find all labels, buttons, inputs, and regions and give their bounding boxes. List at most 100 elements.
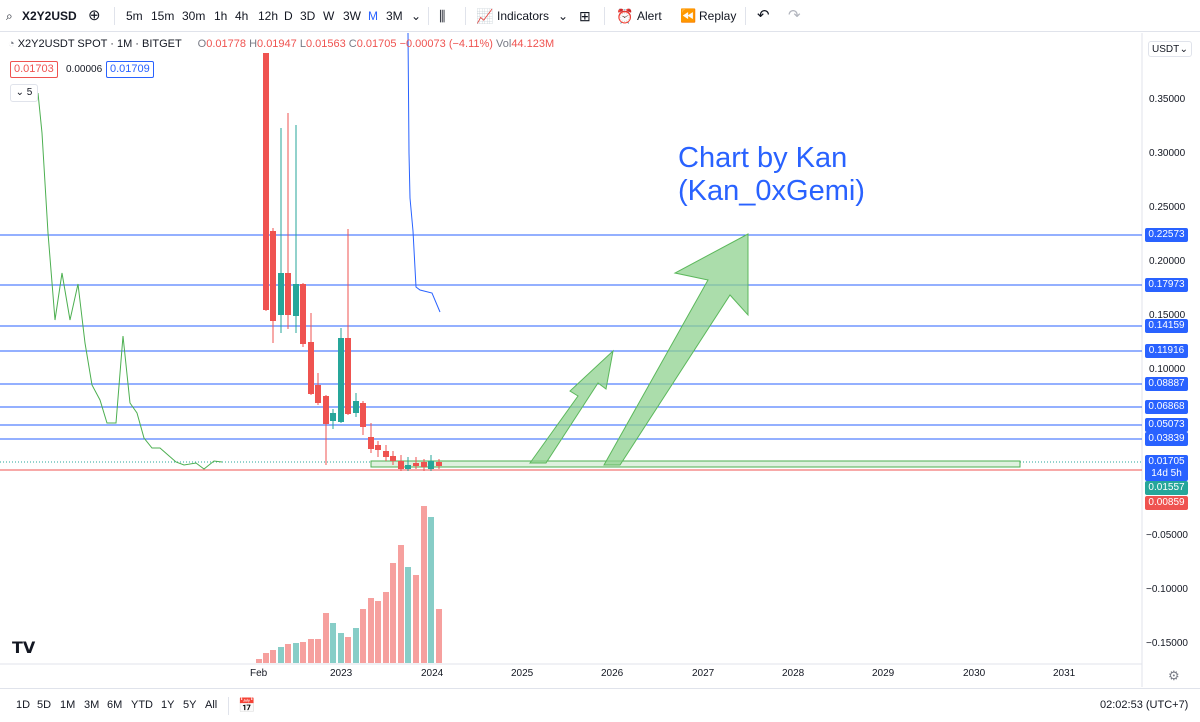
chevron-down-icon[interactable]: ⌄ [411, 9, 422, 23]
close-value: 0.01705 [356, 38, 397, 50]
big-arrow [603, 233, 749, 466]
level-price-tag: 0.06868 [1145, 400, 1188, 414]
sell-price-box[interactable]: 0.01703 [10, 61, 58, 78]
candle [436, 462, 442, 466]
volume-bar [345, 637, 351, 663]
low-label: L [299, 38, 306, 50]
interval-w[interactable]: W [323, 9, 335, 23]
level-price-tag: 0.03839 [1145, 432, 1188, 446]
replay-icon[interactable]: ⏪ [680, 8, 697, 23]
replay-button[interactable]: Replay [699, 9, 737, 23]
redo-icon[interactable]: ↷ [788, 7, 801, 24]
range-5d[interactable]: 5D [37, 699, 52, 711]
volume-bar [256, 659, 262, 663]
high-label: H [249, 38, 258, 50]
candle [270, 231, 276, 321]
clock-timezone[interactable]: 02:02:53 (UTC+7) [1100, 699, 1189, 711]
candle [353, 401, 359, 413]
high-value: 0.01947 [257, 38, 297, 50]
interval-3w[interactable]: 3W [343, 9, 361, 23]
price-tick: 0.20000 [1149, 256, 1186, 267]
time-tick: 2028 [782, 668, 805, 679]
chevron-down-icon[interactable]: ⌄ [558, 9, 569, 23]
range-6m[interactable]: 6M [107, 699, 123, 711]
bar-countdown: 14d 5h [1151, 468, 1182, 479]
interval-5m[interactable]: 5m [126, 9, 143, 23]
interval-3d[interactable]: 3D [300, 9, 316, 23]
symbol-search[interactable]: X2Y2USD [22, 9, 77, 23]
range-3m[interactable]: 3M [84, 699, 100, 711]
divider [228, 697, 229, 715]
alert-icon[interactable]: ⏰ [616, 8, 634, 24]
interval-30m[interactable]: 30m [182, 9, 206, 23]
chart-canvas[interactable] [0, 33, 1200, 687]
indicators-icon[interactable]: 📈 [476, 8, 494, 24]
search-icon[interactable]: ⌕ [6, 9, 13, 23]
currency-selector[interactable]: USDT ⌄ [1148, 41, 1192, 57]
candle [421, 462, 427, 467]
candle [338, 338, 344, 422]
goto-date-icon[interactable]: 📅 [238, 697, 256, 713]
divider [465, 7, 466, 25]
candle [315, 385, 321, 403]
interval-15m[interactable]: 15m [151, 9, 175, 23]
compare-add-icon[interactable]: ⊕ [88, 7, 101, 24]
interval-12h[interactable]: 12h [258, 9, 279, 23]
range-1y[interactable]: 1Y [161, 699, 175, 711]
interval-4h[interactable]: 4h [235, 9, 249, 23]
time-tick: 2026 [601, 668, 624, 679]
range-ytd[interactable]: YTD [131, 699, 153, 711]
undo-icon[interactable]: ↶ [757, 7, 770, 24]
indicators-collapse-button[interactable]: ⌄ 5 [10, 84, 38, 102]
price-tick: 0.30000 [1149, 148, 1186, 159]
volume-bar [421, 506, 427, 663]
time-tick: 2031 [1053, 668, 1076, 679]
candle [278, 273, 284, 315]
candle [383, 451, 389, 457]
volume-bar [368, 598, 374, 663]
volume-bar [360, 609, 366, 663]
last-price-tag: 0.01705 14d 5h [1145, 455, 1188, 481]
small-arrow [529, 349, 614, 464]
divider [114, 7, 115, 25]
chart-annotation[interactable]: Chart by Kan (Kan_0xGemi) [678, 142, 865, 208]
range-all[interactable]: All [205, 699, 218, 711]
settings-gear-icon[interactable]: ⚙ [1168, 668, 1180, 683]
interval-1h[interactable]: 1h [214, 9, 228, 23]
candle [413, 463, 419, 466]
divider [604, 7, 605, 25]
buy-price-box[interactable]: 0.01709 [106, 61, 154, 78]
volume-bar [338, 633, 344, 663]
time-tick: Feb [250, 668, 268, 679]
range-1d[interactable]: 1D [16, 699, 31, 711]
candle [390, 456, 396, 461]
time-tick: 2024 [421, 668, 444, 679]
indicators-button[interactable]: Indicators [497, 9, 550, 23]
price-tick: 0.35000 [1149, 94, 1186, 105]
interval-m[interactable]: M [368, 9, 378, 23]
level-price-tag: 0.11916 [1145, 344, 1188, 358]
close-label: C [348, 38, 357, 50]
chevron-down-icon: ⌄ [1179, 44, 1188, 55]
price-tick: −0.10000 [1146, 584, 1188, 595]
candles-icon[interactable]: ⫼ [439, 8, 446, 24]
series-title[interactable]: X2Y2USDT SPOT · 1M · BITGET [17, 38, 182, 50]
candle [360, 403, 366, 427]
chevron-down-icon: ⌄ [15, 87, 25, 98]
level-price-tag: 0.14159 [1145, 319, 1188, 333]
chart-pane[interactable] [0, 33, 1200, 687]
templates-icon[interactable]: ⊞ [579, 8, 591, 24]
range-1m[interactable]: 1M [60, 699, 76, 711]
interval-3m[interactable]: 3M [386, 9, 403, 23]
range-5y[interactable]: 5Y [183, 699, 197, 711]
interval-d[interactable]: D [284, 9, 293, 23]
volume-label: Vol [496, 38, 512, 50]
volume-bar [428, 517, 434, 663]
time-tick: 2027 [692, 668, 715, 679]
candle [330, 413, 336, 421]
symbol-logo-icon: ◔ [8, 38, 15, 50]
candle [428, 461, 434, 469]
candle [368, 437, 374, 449]
price-tick: −0.15000 [1146, 638, 1188, 649]
alert-button[interactable]: Alert [637, 9, 662, 23]
